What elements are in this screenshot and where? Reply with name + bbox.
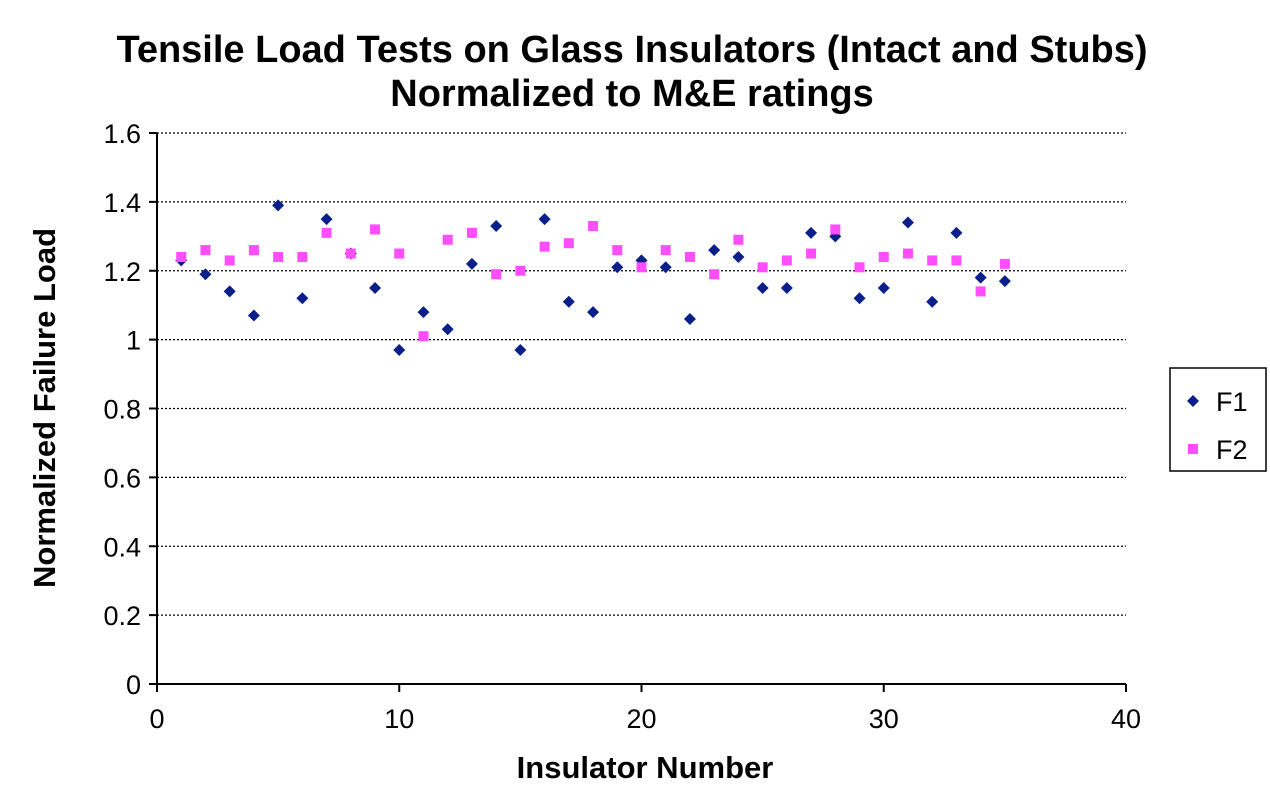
- data-point-f2: [563, 238, 574, 249]
- data-point-f2: [370, 224, 381, 235]
- data-point-f2: [345, 248, 356, 259]
- data-point-f1: [320, 213, 333, 226]
- data-points: [175, 199, 1011, 356]
- data-point-f2: [176, 251, 187, 262]
- chart-title: Tensile Load Tests on Glass Insulators (…: [116, 29, 1147, 71]
- data-point-f2: [733, 234, 744, 245]
- data-point-f1: [393, 343, 406, 356]
- legend-marker-f2: [1188, 444, 1198, 454]
- data-point-f2: [200, 245, 211, 256]
- data-point-f2: [612, 245, 623, 256]
- data-point-f1: [950, 226, 963, 239]
- y-axis-ticks: 0 0.2 0.4 0.6 0.8 1 1.2 1.4 1.6: [103, 119, 157, 700]
- x-tick-label: 0: [149, 704, 164, 734]
- data-point-f1: [611, 261, 624, 274]
- x-tick-label: 20: [626, 704, 656, 734]
- data-point-f2: [224, 255, 235, 266]
- series-f1: [175, 199, 1011, 356]
- gridlines: [157, 132, 1126, 616]
- legend-marker-f1: [1187, 395, 1199, 407]
- series-f2: [176, 220, 1010, 342]
- data-point-f1: [659, 261, 672, 274]
- data-point-f2: [684, 251, 695, 262]
- data-point-f2: [830, 224, 841, 235]
- data-point-f2: [999, 258, 1010, 269]
- data-point-f1: [199, 268, 212, 281]
- y-tick-label: 1.6: [103, 119, 141, 149]
- data-point-f1: [538, 213, 551, 226]
- data-point-f1: [901, 216, 914, 229]
- x-axis-title: Insulator Number: [517, 750, 774, 785]
- data-point-f1: [223, 285, 236, 298]
- legend: F1 F2: [1169, 367, 1267, 472]
- data-point-f1: [417, 306, 430, 319]
- data-point-f1: [562, 295, 575, 308]
- y-tick-label: 0.4: [103, 532, 141, 562]
- data-point-f2: [248, 245, 259, 256]
- legend-box: [1169, 367, 1267, 472]
- data-point-f2: [636, 262, 647, 273]
- data-point-f2: [273, 251, 284, 262]
- data-point-f1: [974, 271, 987, 284]
- data-point-f1: [587, 306, 600, 319]
- data-point-f1: [683, 312, 696, 325]
- data-point-f2: [927, 255, 938, 266]
- data-point-f2: [466, 227, 477, 238]
- y-tick-label: 0.6: [103, 463, 141, 493]
- data-point-f1: [296, 292, 309, 305]
- data-point-f2: [781, 255, 792, 266]
- data-point-f1: [708, 244, 721, 257]
- y-tick-label: 0: [126, 670, 141, 700]
- data-point-f2: [394, 248, 405, 259]
- data-point-f1: [805, 226, 818, 239]
- y-axis-title: Normalized Failure Load: [27, 228, 62, 588]
- data-point-f2: [709, 269, 720, 280]
- data-point-f1: [490, 219, 503, 232]
- data-point-f1: [272, 199, 285, 212]
- data-point-f2: [975, 286, 986, 297]
- x-tick-label: 10: [384, 704, 414, 734]
- data-point-f2: [321, 227, 332, 238]
- x-axis-ticks: 0 10 20 30 40: [149, 684, 1141, 734]
- data-point-f1: [780, 281, 793, 294]
- data-point-f1: [247, 309, 260, 322]
- data-point-f2: [539, 241, 550, 252]
- data-point-f1: [853, 292, 866, 305]
- data-point-f1: [441, 323, 454, 336]
- y-tick-label: 1: [126, 326, 141, 356]
- data-point-f2: [588, 220, 599, 231]
- data-point-f1: [877, 281, 890, 294]
- x-tick-label: 40: [1111, 704, 1141, 734]
- data-point-f2: [515, 265, 526, 276]
- y-tick-label: 0.2: [103, 601, 141, 631]
- data-point-f2: [951, 255, 962, 266]
- data-point-f2: [878, 251, 889, 262]
- data-point-f2: [442, 234, 453, 245]
- chart-subtitle: Normalized to M&E ratings: [390, 73, 874, 115]
- x-tick-label: 30: [869, 704, 899, 734]
- y-tick-label: 1.4: [103, 188, 141, 218]
- data-point-f2: [660, 245, 671, 256]
- data-point-f1: [732, 250, 745, 263]
- data-point-f1: [369, 281, 382, 294]
- data-point-f1: [514, 343, 527, 356]
- legend-label-f1: F1: [1216, 387, 1248, 417]
- y-tick-label: 1.2: [103, 257, 141, 287]
- data-point-f2: [757, 262, 768, 273]
- data-point-f2: [854, 262, 865, 273]
- data-point-f2: [297, 251, 308, 262]
- data-point-f1: [756, 281, 769, 294]
- data-point-f2: [902, 248, 913, 259]
- data-point-f2: [418, 331, 429, 342]
- data-point-f2: [491, 269, 502, 280]
- data-point-f1: [926, 295, 939, 308]
- y-tick-label: 0.8: [103, 395, 141, 425]
- legend-label-f2: F2: [1216, 435, 1248, 465]
- data-point-f2: [806, 248, 817, 259]
- data-point-f1: [998, 275, 1011, 288]
- data-point-f1: [465, 257, 478, 270]
